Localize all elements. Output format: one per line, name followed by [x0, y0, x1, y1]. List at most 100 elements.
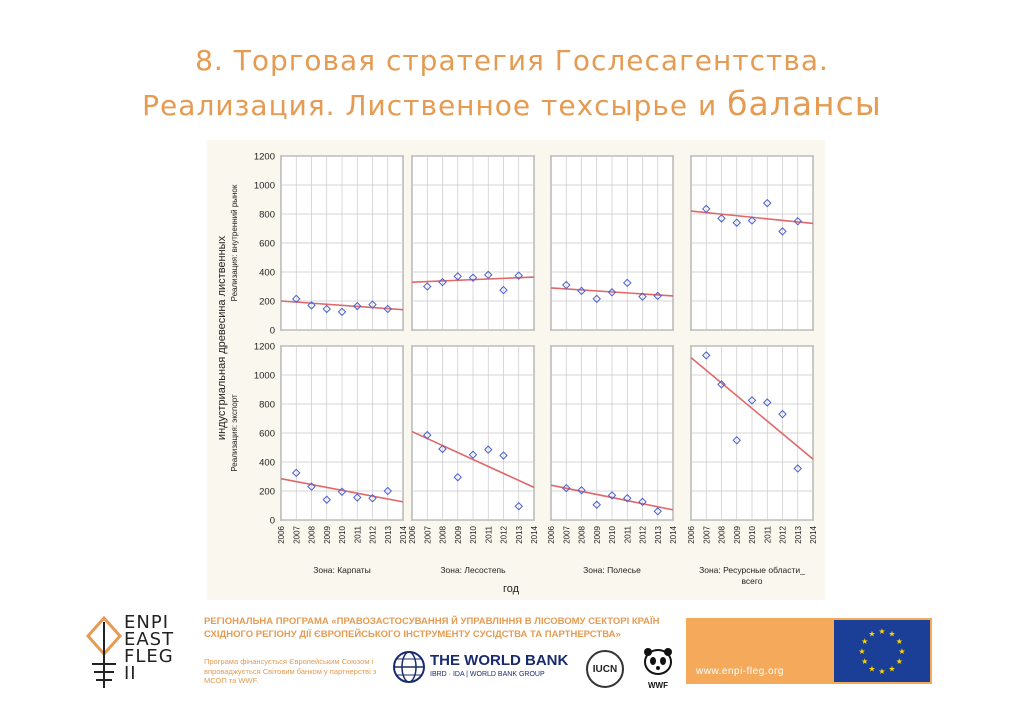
- x-tick-label: 2009: [593, 525, 602, 543]
- x-tick-label: 2008: [578, 525, 587, 543]
- y-tick-label: 0: [270, 516, 275, 527]
- y-tick-label: 200: [259, 487, 275, 498]
- x-tick-label: 2014: [809, 525, 818, 543]
- data-point: [747, 396, 757, 405]
- data-point: [638, 292, 647, 301]
- y-tick-label: 1200: [254, 342, 275, 353]
- slide-title-line2-part2: балансы: [727, 84, 882, 123]
- data-point: [638, 497, 647, 507]
- x-tick-label: 2014: [669, 525, 678, 543]
- x-tick-label: 2007: [562, 525, 571, 543]
- data-point: [763, 398, 772, 407]
- data-point: [353, 493, 362, 502]
- eu-star: ★: [868, 630, 875, 639]
- eu-star: ★: [896, 637, 903, 646]
- x-tick-label: 2007: [292, 525, 301, 543]
- data-point: [653, 507, 662, 516]
- x-tick-label: 2013: [794, 525, 803, 543]
- data-point: [732, 436, 741, 445]
- regression-line: [280, 477, 404, 503]
- data-point: [484, 445, 493, 454]
- data-point: [484, 270, 493, 280]
- y-tick-label: 600: [259, 239, 275, 250]
- data-point: [368, 494, 377, 503]
- data-point: [292, 468, 301, 478]
- eu-star: ★: [858, 647, 865, 656]
- regression-line: [690, 356, 814, 460]
- x-tick-label: 2013: [384, 525, 393, 543]
- x-tick-label: 2011: [484, 525, 493, 543]
- logo-wordmark: ENPI EAST FLEG II: [124, 612, 175, 683]
- data-point: [778, 227, 787, 236]
- column-label: Зона: Полесье: [583, 565, 641, 575]
- wwf-label: WWF: [648, 681, 668, 690]
- regression-line: [550, 484, 674, 511]
- data-point: [453, 472, 462, 482]
- data-point: [607, 491, 617, 500]
- y-tick-label: 400: [259, 268, 275, 279]
- enpi-east-fleg-logo: ENPI EAST FLEG II: [84, 614, 192, 692]
- eu-stars-icon: ★ ★★★★★★★★★★★: [858, 627, 905, 676]
- data-point: [438, 444, 447, 454]
- regression-line: [280, 300, 404, 311]
- data-point: [577, 286, 586, 296]
- y-tick-label: 600: [259, 429, 275, 440]
- data-point: [423, 282, 432, 291]
- y-tick-label: 1200: [254, 152, 275, 163]
- y-tick-label: 1000: [254, 371, 275, 382]
- y-tick-label: 400: [259, 458, 275, 469]
- logo-word-1: ENPI: [124, 612, 170, 633]
- data-point: [499, 451, 508, 460]
- data-point: [702, 204, 711, 214]
- data-point: [717, 380, 726, 389]
- x-axis-title: год: [503, 583, 520, 595]
- data-point: [514, 271, 523, 280]
- tree-icon: [85, 615, 123, 688]
- data-point: [793, 464, 802, 473]
- eu-star: ★: [896, 657, 903, 666]
- data-point: [468, 273, 478, 283]
- data-point: [322, 304, 331, 314]
- data-point: [337, 487, 347, 496]
- x-tick-label: 2009: [454, 525, 463, 543]
- slide-title-line2: Реализация. Лиственное техсырье и баланс…: [0, 84, 1024, 123]
- data-point: [292, 294, 301, 304]
- data-point: [383, 304, 392, 314]
- iucn-logo: IUCN: [586, 650, 624, 688]
- eu-star: ★: [888, 664, 895, 673]
- x-tick-label: 2013: [654, 525, 663, 543]
- world-bank-subtitle: IBRD · IDA | WORLD BANK GROUP: [430, 671, 545, 678]
- data-point: [337, 307, 347, 317]
- eu-star: ★: [868, 664, 875, 673]
- regression-line: [411, 276, 535, 283]
- x-tick-label: 2010: [748, 525, 757, 543]
- chart-figure: 0 200 400 600 800 1000 1200 0 200 400 600 800 1000 12…: [207, 140, 825, 600]
- regression-line: [411, 430, 535, 489]
- row-label: Реализация: внутренний рынок: [230, 184, 239, 301]
- data-point: [577, 486, 586, 495]
- regression-line: [550, 287, 674, 297]
- logo-word-2: EAST: [124, 629, 175, 650]
- x-tick-label: 2013: [515, 525, 524, 543]
- x-tick-label: 2008: [308, 525, 317, 543]
- data-point: [383, 486, 392, 496]
- column-label: Зона: Карпаты: [313, 565, 371, 575]
- website-link[interactable]: www.enpi-fleg.org: [696, 666, 784, 677]
- scatter-matrix-chart: 0 200 400 600 800 1000 1200 0 200 400 600 800 1000 12…: [216, 152, 818, 596]
- data-point: [763, 198, 772, 208]
- x-tick-label: 2006: [408, 525, 417, 543]
- eu-star: ★: [888, 630, 895, 639]
- x-tick-label: 2014: [530, 525, 539, 543]
- eu-star: ★: [861, 657, 868, 666]
- y-axis-title: индустриальная древесина лиственных: [216, 235, 228, 440]
- data-point: [368, 300, 377, 309]
- x-tick-label: 2009: [323, 525, 332, 543]
- world-bank-logo: THE WORLD BANK IBRD · IDA | WORLD BANK G…: [392, 648, 582, 688]
- data-point: [793, 217, 802, 226]
- x-tick-label: 2006: [547, 525, 556, 543]
- x-tick-label: 2012: [369, 525, 378, 543]
- slide-title-line2-part1: Реализация. Лиственное техсырье и: [142, 89, 728, 122]
- x-tick-label: 2011: [623, 525, 632, 543]
- x-tick-label: 2010: [469, 525, 478, 543]
- x-tick-label: 2011: [353, 525, 362, 543]
